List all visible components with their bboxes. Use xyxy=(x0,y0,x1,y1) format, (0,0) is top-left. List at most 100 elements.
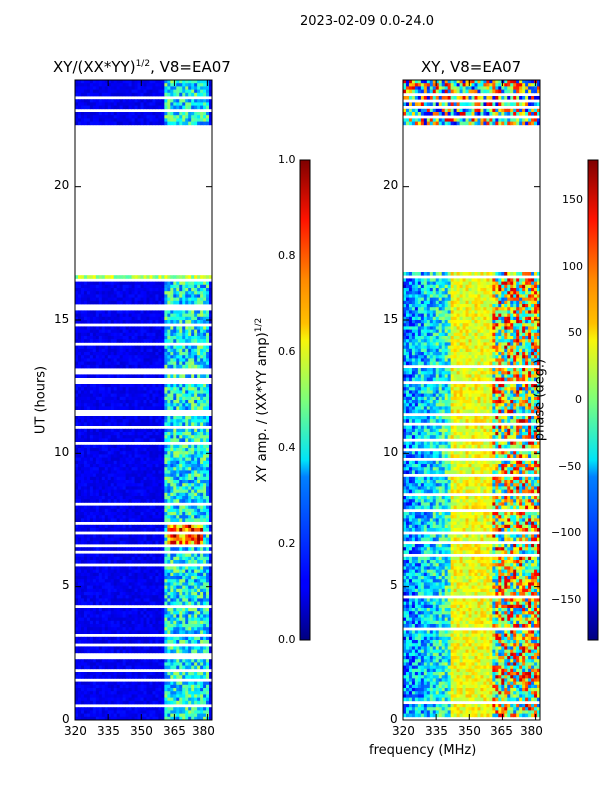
heatmap-cell xyxy=(107,598,112,602)
heatmap-cell xyxy=(182,121,186,126)
heatmap-cell xyxy=(86,275,91,279)
heatmap-cell xyxy=(203,288,207,292)
heatmap-cell xyxy=(119,451,124,455)
heatmap-cell xyxy=(188,403,192,407)
heatmap-cell xyxy=(206,393,210,398)
heatmap-cell xyxy=(164,518,168,522)
heatmap-cell xyxy=(125,121,130,126)
heatmap-cell xyxy=(143,489,147,494)
heatmap-cell xyxy=(113,348,118,353)
heatmap-cell xyxy=(176,515,180,519)
heatmap-cell xyxy=(170,419,174,423)
heatmap-cell xyxy=(137,553,141,558)
heatmap-cell xyxy=(164,89,168,94)
heatmap-cell xyxy=(107,393,112,398)
heatmap-cell xyxy=(128,649,132,654)
heatmap-cell xyxy=(140,406,144,410)
heatmap-cell xyxy=(194,339,198,343)
heatmap-cell xyxy=(182,601,186,606)
heatmap-cell xyxy=(161,310,165,314)
heatmap-cell xyxy=(203,332,207,337)
heatmap-cell xyxy=(89,284,94,289)
heatmap-cell xyxy=(155,310,159,314)
heatmap-cell xyxy=(107,512,112,516)
heatmap-cell xyxy=(200,560,204,564)
heatmap-cell xyxy=(146,617,150,622)
heatmap-cell xyxy=(137,320,141,324)
heatmap-cell xyxy=(116,105,121,110)
heatmap-cell xyxy=(95,460,100,465)
heatmap-cell xyxy=(158,640,162,644)
heatmap-cell xyxy=(92,387,97,391)
heatmap-cell xyxy=(116,470,121,474)
heatmap-cell xyxy=(143,476,147,481)
heatmap-cell xyxy=(83,403,88,407)
heatmap-cell xyxy=(110,80,115,84)
heatmap-cell xyxy=(77,582,82,586)
heatmap-cell xyxy=(86,374,91,378)
heatmap-cell xyxy=(176,406,180,410)
heatmap-cell xyxy=(122,508,127,513)
heatmap-cell xyxy=(134,515,138,519)
heatmap-cell xyxy=(101,99,106,103)
heatmap-cell xyxy=(104,422,109,426)
heatmap-cell xyxy=(95,92,100,97)
heatmap-cell xyxy=(107,416,112,420)
heatmap-cell xyxy=(128,524,132,529)
heatmap-cell xyxy=(203,528,207,532)
heatmap-cell xyxy=(194,348,198,353)
heatmap-cell xyxy=(209,627,212,631)
heatmap-cell xyxy=(176,505,180,510)
heatmap-cell xyxy=(122,320,127,324)
heatmap-cell xyxy=(125,112,130,116)
heatmap-cell xyxy=(122,121,127,126)
heatmap-cell xyxy=(98,384,103,388)
heatmap-cell xyxy=(86,505,91,510)
heatmap-cell xyxy=(200,457,204,462)
heatmap-cell xyxy=(86,569,91,574)
heatmap-cell xyxy=(203,608,207,612)
heatmap-cell xyxy=(140,624,144,628)
heatmap-cell xyxy=(128,403,132,407)
heatmap-cell xyxy=(176,547,180,551)
heatmap-cell xyxy=(140,659,144,663)
heatmap-cell xyxy=(149,496,153,500)
heatmap-cell xyxy=(101,345,106,350)
heatmap-cell xyxy=(92,83,97,87)
heatmap-cell xyxy=(131,630,135,634)
heatmap-cell xyxy=(197,387,201,391)
heatmap-cell xyxy=(200,617,204,622)
heatmap-cell xyxy=(83,444,88,449)
heatmap-cell xyxy=(113,457,118,462)
heatmap-cell xyxy=(167,601,171,606)
heatmap-cell xyxy=(152,348,156,353)
heatmap-cell xyxy=(173,489,177,494)
heatmap-cell xyxy=(140,118,144,122)
heatmap-cell xyxy=(86,460,91,465)
heatmap-cell xyxy=(182,649,186,654)
heatmap-cell xyxy=(152,448,156,452)
heatmap-cell xyxy=(92,329,97,334)
heatmap-cell xyxy=(146,300,150,305)
heatmap-cell xyxy=(197,595,201,599)
heatmap-cell xyxy=(164,649,168,654)
heatmap-cell xyxy=(113,627,118,631)
heatmap-cell xyxy=(128,339,132,343)
heatmap-cell xyxy=(92,483,97,487)
heatmap-cell xyxy=(200,460,204,465)
heatmap-cell xyxy=(80,556,85,561)
heatmap-cell xyxy=(107,291,112,295)
heatmap-cell xyxy=(149,627,153,631)
heatmap-cell xyxy=(92,585,97,590)
heatmap-cell xyxy=(116,636,121,641)
heatmap-cell xyxy=(104,291,109,295)
heatmap-cell xyxy=(137,483,141,487)
heatmap-cell xyxy=(80,316,85,321)
heatmap-cell xyxy=(116,659,121,663)
heatmap-cell xyxy=(122,534,127,538)
heatmap-cell xyxy=(209,432,212,436)
heatmap-cell xyxy=(185,288,189,292)
heatmap-cell xyxy=(179,515,183,519)
heatmap-cell xyxy=(200,537,204,542)
heatmap-cell xyxy=(173,601,177,606)
